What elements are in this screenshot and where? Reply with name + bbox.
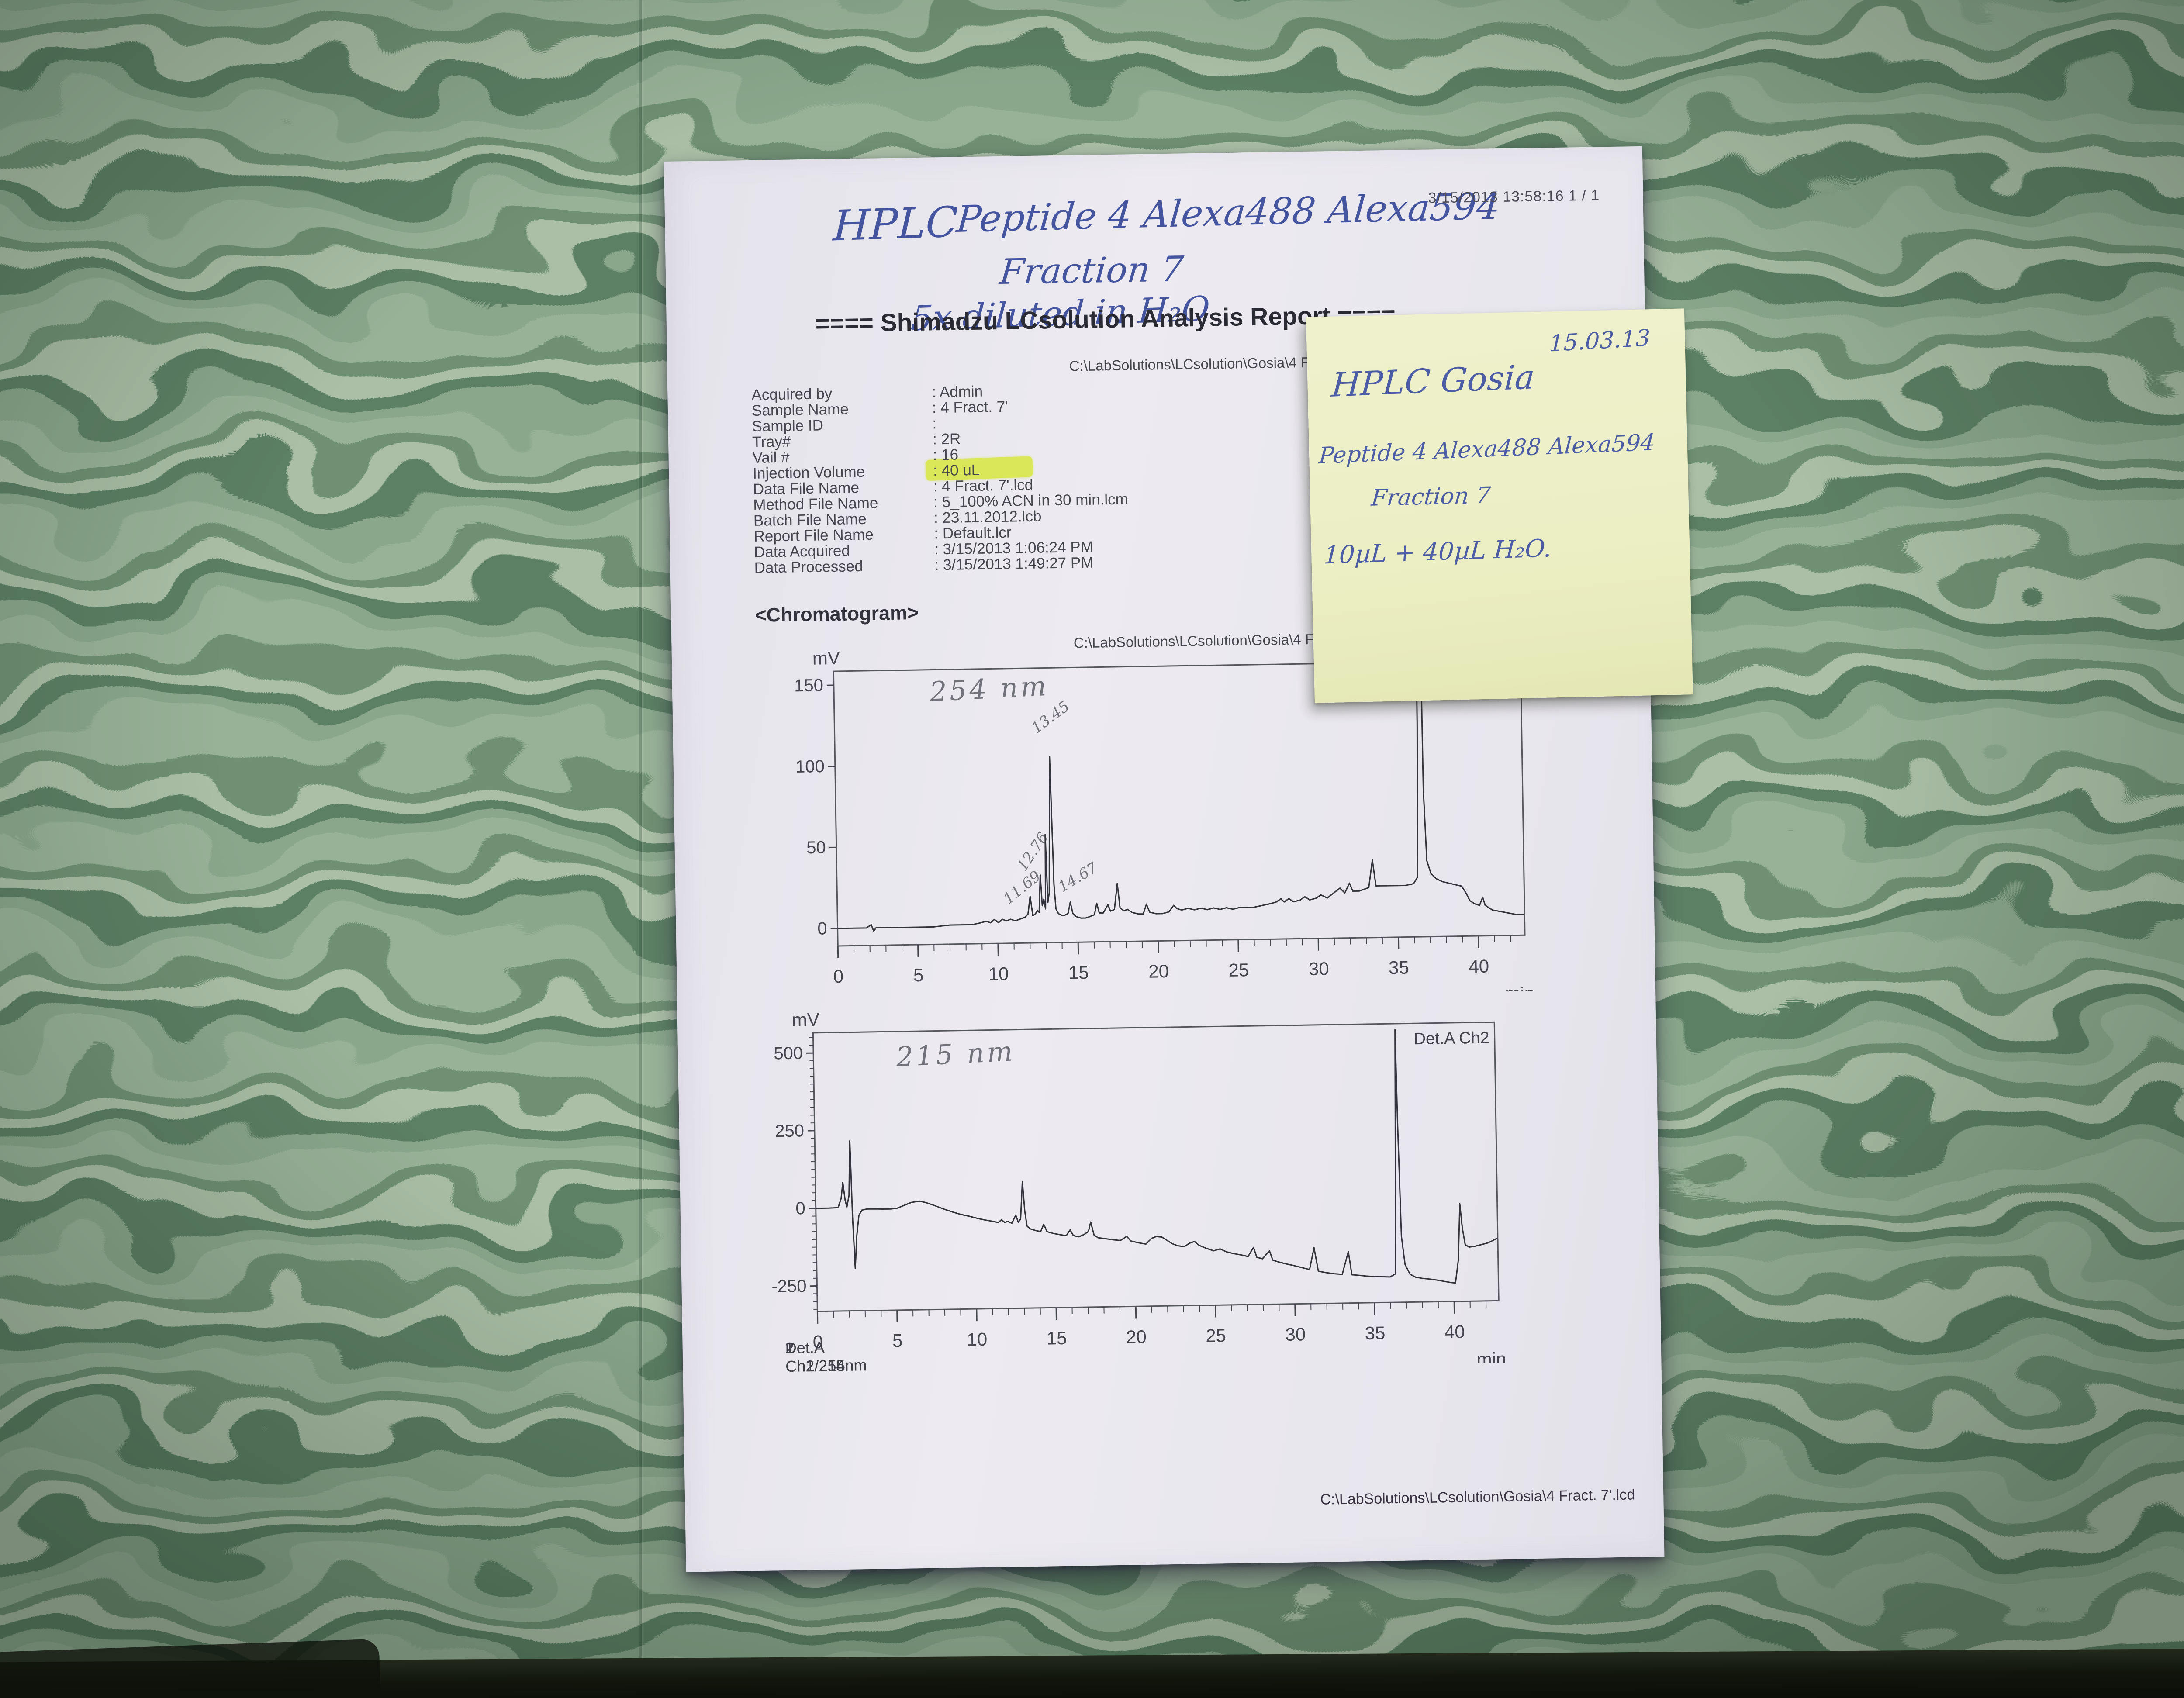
handwritten-peak-label: 14.67 <box>1055 859 1101 896</box>
sticky-note-line: HPLC Gosia <box>1330 357 1536 404</box>
field-label: Vail # <box>752 449 790 466</box>
field-value: : <box>932 415 937 432</box>
y-tick-label: 0 <box>795 1199 805 1218</box>
x-tick-label: 0 <box>812 1332 823 1352</box>
sticky-note-line: Fraction 7 <box>1370 482 1492 511</box>
y-axis-unit-label: mV <box>812 648 840 669</box>
x-tick-label: 30 <box>1285 1324 1306 1345</box>
handwritten-wavelength: 215 nm <box>895 1035 1016 1073</box>
field-value: : 2R <box>932 430 961 448</box>
handwritten-title: HPLC <box>832 197 959 251</box>
x-tick-label: 40 <box>1469 956 1489 977</box>
x-tick-label: 35 <box>1389 957 1409 978</box>
handwritten-sample-name: Peptide 4 Alexa488 Alexa594 <box>955 184 1502 241</box>
chromatogram-254nm: 0 50 100 150 0 5 10 15 20 25 30 35 40 min mV 254 nm 11.6… <box>729 636 1607 1004</box>
x-tick-label: 20 <box>1148 961 1169 982</box>
x-tick-label: 5 <box>892 1330 903 1351</box>
x-tick-label: 40 <box>1444 1322 1465 1343</box>
chromatogram-trace <box>815 1029 1499 1284</box>
x-tick-label: 15 <box>1068 962 1089 983</box>
x-tick-label: 20 <box>1126 1326 1147 1347</box>
sticky-note: 15.03.13 HPLC Gosia Peptide 4 Alexa488 A… <box>1306 308 1693 703</box>
handwritten-fraction: Fraction 7 <box>998 248 1185 293</box>
handwritten-peak-label: 11.69 <box>1000 867 1044 908</box>
x-tick-label: 25 <box>1206 1325 1226 1346</box>
x-tick-label: 35 <box>1365 1322 1385 1343</box>
chromatogram-trace <box>837 661 1525 932</box>
x-tick-label: 5 <box>913 965 924 985</box>
x-tick-label: 10 <box>988 963 1009 984</box>
field-value: : 3/15/2013 1:49:27 PM <box>934 554 1094 574</box>
y-tick-label: 50 <box>806 838 826 858</box>
fabric-seam <box>639 0 642 1698</box>
y-tick-label: -250 <box>771 1277 807 1296</box>
sticky-note-line: Peptide 4 Alexa488 Alexa594 <box>1318 429 1656 469</box>
legend-label: Det.A Ch2/215nm <box>785 1338 867 1375</box>
x-axis-unit-label: min <box>1476 1349 1506 1370</box>
plot-frame <box>812 1021 1500 1312</box>
chromatogram-215nm: -250 0 250 500 0 5 10 15 20 25 30 35 40 min mV Det.A Ch… <box>708 999 1587 1375</box>
y-tick-label: 500 <box>774 1043 803 1063</box>
sticky-note-date: 15.03.13 <box>1548 324 1651 357</box>
field-label: Data Processed <box>754 557 863 576</box>
y-tick-label: 250 <box>775 1121 804 1141</box>
report-paper: HPLC Peptide 4 Alexa488 Alexa594 Fractio… <box>664 146 1665 1572</box>
chart-canvas: -250 0 250 500 0 5 10 15 20 25 30 35 40 min mV Det.A Ch… <box>771 1009 1507 1370</box>
x-tick-label: 15 <box>1046 1328 1067 1349</box>
section-heading: <Chromatogram> <box>754 601 919 626</box>
y-axis-unit-label: mV <box>792 1009 820 1030</box>
y-tick-label: 0 <box>817 919 827 938</box>
y-tick-label: 100 <box>795 757 825 777</box>
plot-frame <box>833 659 1526 947</box>
handwritten-peak-label: 13.45 <box>1028 697 1073 737</box>
handwritten-wavelength: 254 nm <box>929 670 1050 708</box>
sticky-note-line: 10µL + 40µL H₂O. <box>1323 534 1552 570</box>
detector-channel-label: Det.A Ch2 <box>1413 1029 1489 1049</box>
x-tick-label: 25 <box>1228 959 1249 980</box>
field-value: : 16 <box>933 446 959 464</box>
y-tick-label: 150 <box>794 676 823 695</box>
x-tick-label: 0 <box>833 966 843 987</box>
field-label: Tray# <box>752 433 791 451</box>
data-file-path-footer: C:\LabSolutions\LCsolution\Gosia\4 Fract… <box>1320 1486 1635 1508</box>
x-tick-label: 10 <box>967 1329 987 1350</box>
print-timestamp: 3/15/2013 13:58:16 1 / 1 <box>1428 187 1600 207</box>
x-tick-label: 30 <box>1308 958 1329 979</box>
